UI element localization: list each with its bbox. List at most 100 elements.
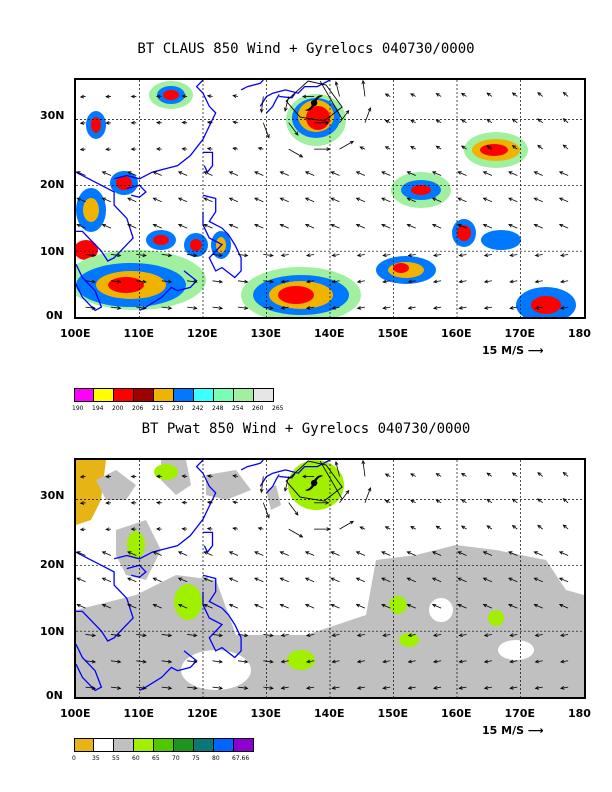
x-tick-120e: 120E [187, 707, 218, 720]
colorbar-swatch [254, 388, 274, 402]
wind-vector [512, 118, 518, 124]
wind-vector-head [218, 279, 224, 284]
wind-vector [281, 254, 289, 257]
wind-vector-head [280, 685, 285, 690]
wind-vector [508, 604, 518, 609]
wind-vector-head [152, 197, 157, 202]
wind-vector [357, 634, 365, 637]
wind-vector-head [142, 279, 147, 284]
wind-vector [486, 472, 493, 477]
wind-vector-head [406, 223, 411, 228]
wind-vector [288, 528, 303, 538]
wind-vector-head [193, 279, 198, 284]
wind-vector-head [382, 305, 387, 310]
wind-vector [407, 577, 416, 583]
wind-vector [408, 280, 416, 283]
wind-scale-label-bot: 15 M/S ⟶ [482, 724, 544, 737]
wind-vector-head [79, 94, 85, 99]
wind-vector-head [406, 551, 411, 555]
wind-vector-head [218, 659, 224, 664]
coastline [113, 460, 217, 560]
wind-vector [459, 280, 467, 283]
wind-vector-head [302, 94, 307, 99]
wind-vector [153, 224, 162, 229]
wind-vector [459, 254, 467, 257]
wind-vector [559, 171, 569, 176]
wind-vector-head [203, 577, 208, 582]
colorbar-swatch [114, 738, 134, 752]
wind-vector [381, 224, 391, 229]
wind-vector [432, 577, 442, 583]
coastline [76, 551, 134, 642]
bottom-panel-title: BT Pwat 850 Wind + Gyrelocs 040730/0000 [141, 421, 471, 437]
x-tick-150e: 150E [377, 707, 408, 720]
wind-vector [486, 92, 493, 97]
wind-vector [85, 634, 96, 637]
wind-vector [483, 577, 493, 583]
wind-vector-head [232, 120, 237, 125]
wind-vector-head [105, 121, 110, 125]
wind-vector [436, 473, 442, 477]
wind-vector-head [304, 197, 310, 202]
wind-vector-head [259, 488, 264, 494]
wind-vector [433, 660, 442, 663]
gyre-track-line [319, 460, 343, 500]
wind-vector-head [152, 171, 157, 175]
wind-vector-head [431, 197, 437, 202]
wind-vector-head [177, 223, 183, 228]
wind-vector-head [508, 223, 513, 228]
wind-vector [486, 145, 493, 150]
wind-vector-head [304, 223, 310, 228]
wind-vector [534, 197, 543, 203]
wind-vector-head [193, 659, 198, 664]
wind-vector [153, 197, 162, 203]
wind-vector-head [537, 498, 542, 503]
wind-vector [357, 686, 365, 689]
wind-vector-head [356, 305, 362, 310]
wind-vector-head [433, 659, 438, 664]
wind-vector [383, 634, 391, 637]
coastline [279, 92, 296, 99]
wind-vector [161, 634, 172, 637]
wind-vector-head [511, 472, 517, 477]
wind-vector-head [79, 527, 85, 532]
wind-vector-head [177, 197, 183, 202]
wind-vector-head [306, 305, 311, 310]
wind-vector [534, 171, 543, 176]
wind-vector [339, 140, 354, 150]
wind-vector-head [228, 197, 234, 202]
wind-vector-head [356, 253, 362, 258]
wind-vector [330, 551, 340, 556]
wind-vector-head [384, 473, 390, 478]
wind-vector-head [560, 305, 565, 310]
wind-vector-head [406, 171, 411, 175]
wind-vector [237, 254, 248, 257]
colorbar-label: 55 [112, 755, 120, 762]
wind-vector [153, 171, 162, 176]
wind-vector-head [407, 685, 412, 690]
wind-vector-head [101, 223, 107, 228]
gyre-outline [285, 460, 343, 502]
wind-vector-head [508, 603, 513, 608]
wind-vector [383, 686, 391, 689]
wind-vector-head [280, 279, 285, 284]
wind-vector [486, 119, 493, 124]
wind-vector [203, 224, 213, 229]
wind-vector [461, 525, 467, 530]
x-tick-130e: 130E [250, 327, 281, 340]
wind-vector [161, 254, 172, 257]
top-panel-title: BT CLAUS 850 Wind + Gyrelocs 040730/0000 [137, 41, 475, 57]
wind-vector [459, 634, 467, 637]
wind-vector [136, 686, 146, 689]
wind-vector [127, 604, 137, 609]
colorbar-label: 200 [112, 405, 124, 412]
wind-vector [457, 224, 467, 229]
wind-vector [537, 498, 543, 504]
wind-vector-head [105, 501, 110, 505]
wind-vector-head [142, 633, 147, 638]
map-overlay-layer [76, 80, 584, 317]
wind-vector [212, 280, 223, 283]
wind-vector-head [218, 253, 224, 258]
wind-vector [102, 171, 112, 176]
wind-vector-head [181, 500, 186, 505]
